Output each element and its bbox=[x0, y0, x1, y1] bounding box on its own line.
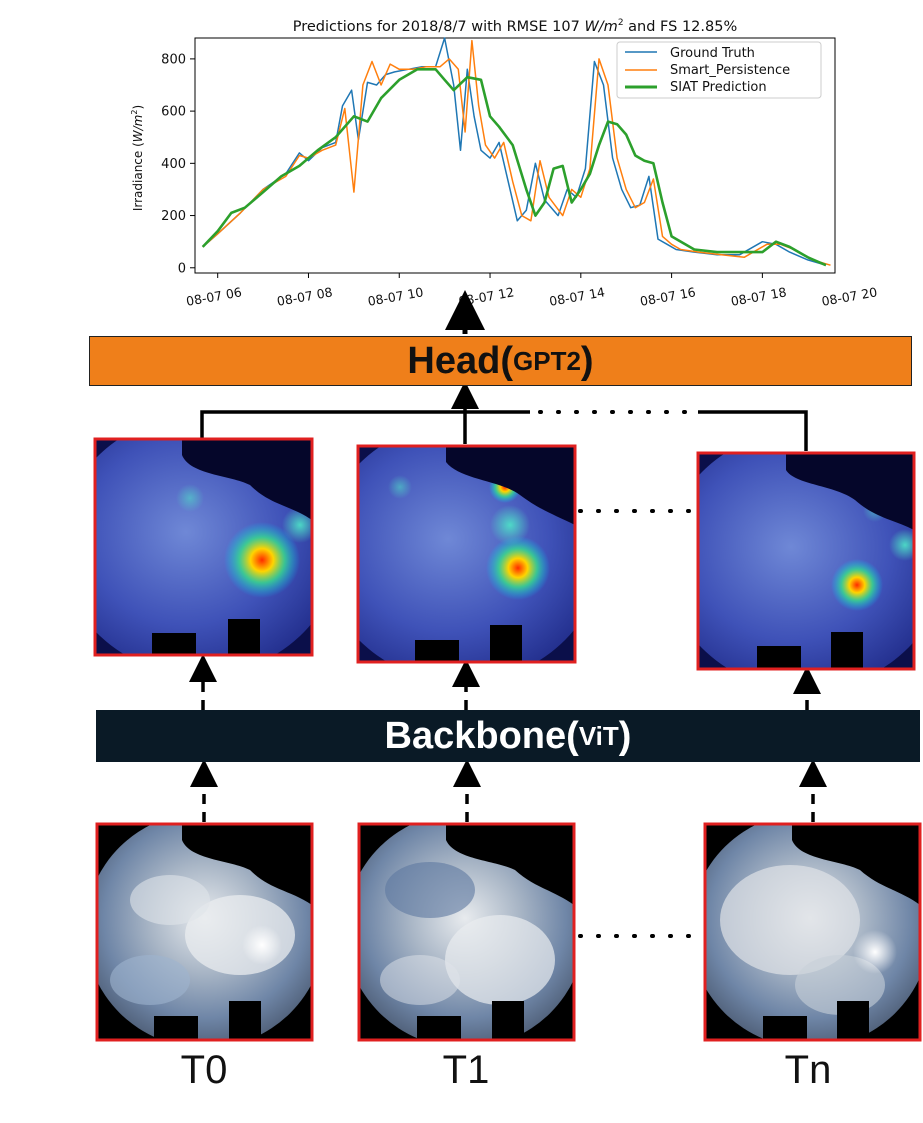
series-lines bbox=[201, 37, 831, 267]
series-line-siat-prediction bbox=[201, 68, 827, 267]
time-label-t1: T1 bbox=[442, 1048, 490, 1092]
time-label-t0: T0 bbox=[180, 1048, 228, 1092]
head-connector-right bbox=[698, 410, 808, 451]
backbone-vit-block: Backbone(ViT) bbox=[96, 710, 920, 762]
x-tick-label: 08-07 08 bbox=[276, 284, 334, 309]
series-line-smart-persistence bbox=[202, 39, 831, 266]
head-label: Head( bbox=[407, 339, 513, 382]
x-tick-label: 08-07 14 bbox=[548, 284, 606, 309]
time-label-tn: Tn bbox=[784, 1048, 832, 1092]
irradiance-chart: Predictions for 2018/8/7 with RMSE 107 W… bbox=[130, 18, 878, 309]
sky-image-t1 bbox=[357, 822, 576, 1042]
attention-map-t0 bbox=[93, 437, 314, 657]
backbone-label: Backbone( bbox=[384, 714, 579, 757]
series-line-ground-truth bbox=[202, 37, 827, 266]
sky-image-t1-frame bbox=[357, 822, 576, 1042]
y-ticks: 0 200 400 600 800 bbox=[161, 52, 195, 276]
x-tick-label: 08-07 20 bbox=[820, 284, 878, 309]
attention-map-tn bbox=[696, 451, 916, 671]
head-gpt2-block: Head(GPT2) bbox=[89, 336, 912, 386]
y-axis-label: Irradiance (W/m2) bbox=[130, 105, 145, 211]
y-tick-label: 400 bbox=[161, 157, 186, 172]
y-tick-label: 0 bbox=[178, 261, 186, 276]
x-ticks: 08-07 06 08-07 08 08-07 10 08-07 12 08-07 14… bbox=[185, 273, 878, 309]
sky-image-t0-frame bbox=[95, 822, 314, 1042]
backbone-close-paren: ) bbox=[618, 714, 632, 757]
legend-box bbox=[616, 41, 822, 99]
attention-map-t1-frame bbox=[356, 444, 577, 664]
legend-label-ground-truth: Ground Truth bbox=[670, 46, 755, 61]
x-tick-label: 08-07 10 bbox=[366, 284, 424, 309]
legend-label-siat-prediction: SIAT Prediction bbox=[670, 80, 767, 95]
x-tick-label: 08-07 18 bbox=[730, 284, 788, 309]
head-connector-left bbox=[200, 410, 530, 440]
y-tick-label: 600 bbox=[161, 105, 186, 120]
y-tick-label: 200 bbox=[161, 209, 186, 224]
sky-image-tn-frame bbox=[703, 822, 922, 1042]
x-tick-label: 08-07 12 bbox=[457, 284, 515, 309]
x-tick-label: 08-07 16 bbox=[639, 284, 697, 309]
sky-image-tn bbox=[703, 822, 922, 1042]
attention-map-t0-frame bbox=[93, 437, 314, 657]
connectors bbox=[189, 290, 827, 938]
head-close-paren: ) bbox=[580, 339, 594, 382]
y-tick-label: 800 bbox=[161, 52, 186, 67]
attention-map-tn-frame bbox=[696, 451, 916, 671]
attention-map-t1 bbox=[356, 444, 577, 664]
legend: Ground Truth Smart_Persistence SIAT Pred… bbox=[616, 41, 822, 99]
head-model-label: GPT2 bbox=[513, 345, 581, 376]
x-tick-label: 08-07 06 bbox=[185, 284, 243, 309]
legend-label-smart-persistence: Smart_Persistence bbox=[670, 63, 790, 78]
chart-title: Predictions for 2018/8/7 with RMSE 107 W… bbox=[293, 18, 737, 35]
backbone-model-label: ViT bbox=[578, 720, 619, 751]
sky-image-t0 bbox=[95, 822, 314, 1042]
